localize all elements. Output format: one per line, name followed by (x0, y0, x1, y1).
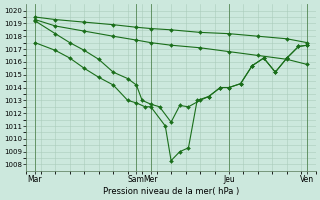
X-axis label: Pression niveau de la mer( hPa ): Pression niveau de la mer( hPa ) (103, 187, 239, 196)
